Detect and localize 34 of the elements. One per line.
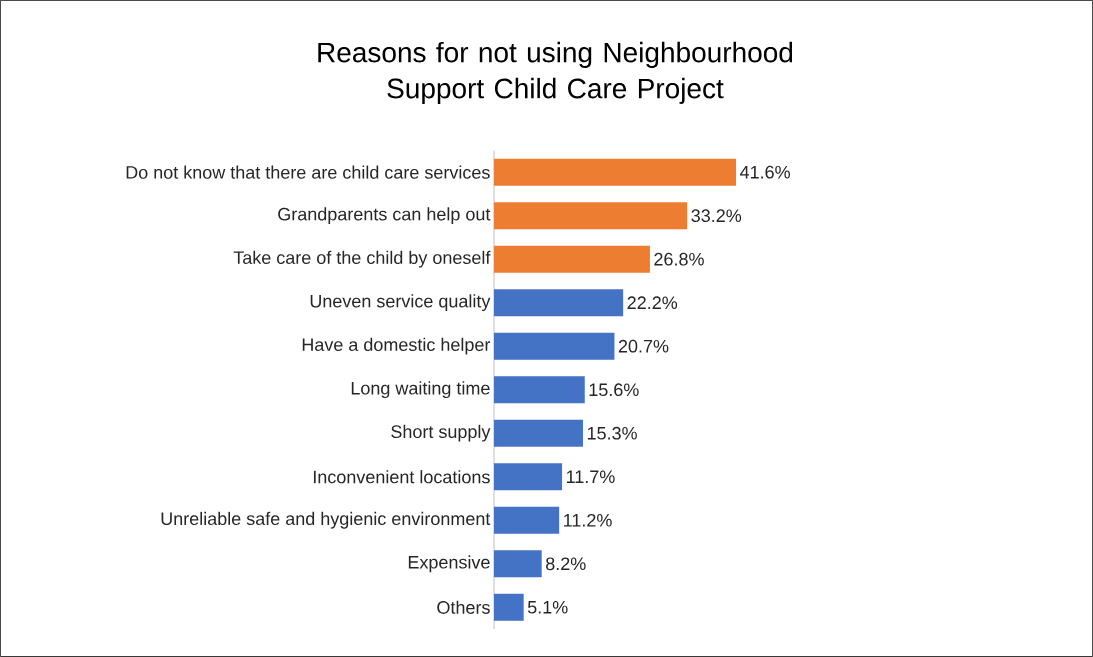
data-label: 26.8%: [654, 252, 704, 266]
y-tick-label: Do not know that there are child care services: [126, 165, 490, 179]
data-label: 8.2%: [546, 557, 586, 571]
bar: [493, 158, 737, 186]
y-tick-label: Grandparents can help out: [278, 207, 491, 225]
y-tick-label: Have a domestic helper: [302, 337, 491, 355]
y-tick-label: Unreliable safe and hygienic environment: [161, 511, 491, 529]
bar: [493, 202, 688, 230]
y-tick-label: Short supply: [391, 424, 491, 442]
bar: [493, 376, 585, 404]
data-label: 11.7%: [566, 470, 615, 484]
y-tick-label: Take care of the child by oneself: [233, 250, 491, 268]
bar: [493, 245, 650, 273]
data-label: 11.2%: [564, 513, 612, 527]
data-label: 5.1%: [527, 600, 568, 614]
bar: [493, 419, 584, 447]
bar: [493, 332, 615, 360]
bar: [493, 289, 624, 317]
bar: [493, 463, 563, 491]
data-label: 41.6%: [739, 165, 790, 179]
data-label: 15.6%: [589, 383, 639, 397]
data-label: 15.3%: [587, 426, 637, 440]
data-label: 33.2%: [691, 209, 742, 223]
data-label: 20.7%: [618, 339, 669, 353]
bar: [493, 593, 524, 621]
y-tick-label: Inconvenient locations: [313, 470, 490, 484]
y-tick-label: Long waiting time: [351, 381, 490, 399]
bar: [493, 506, 560, 534]
y-tick-label: Others: [437, 600, 490, 614]
data-label: 22.2%: [627, 296, 678, 310]
bar: [493, 550, 542, 578]
y-tick-label: Uneven service quality: [310, 294, 491, 312]
chart-title: Reasons for not using Neighbourhood Support Child Care Project: [318, 41, 793, 104]
y-tick-label: Expensive: [408, 555, 490, 573]
